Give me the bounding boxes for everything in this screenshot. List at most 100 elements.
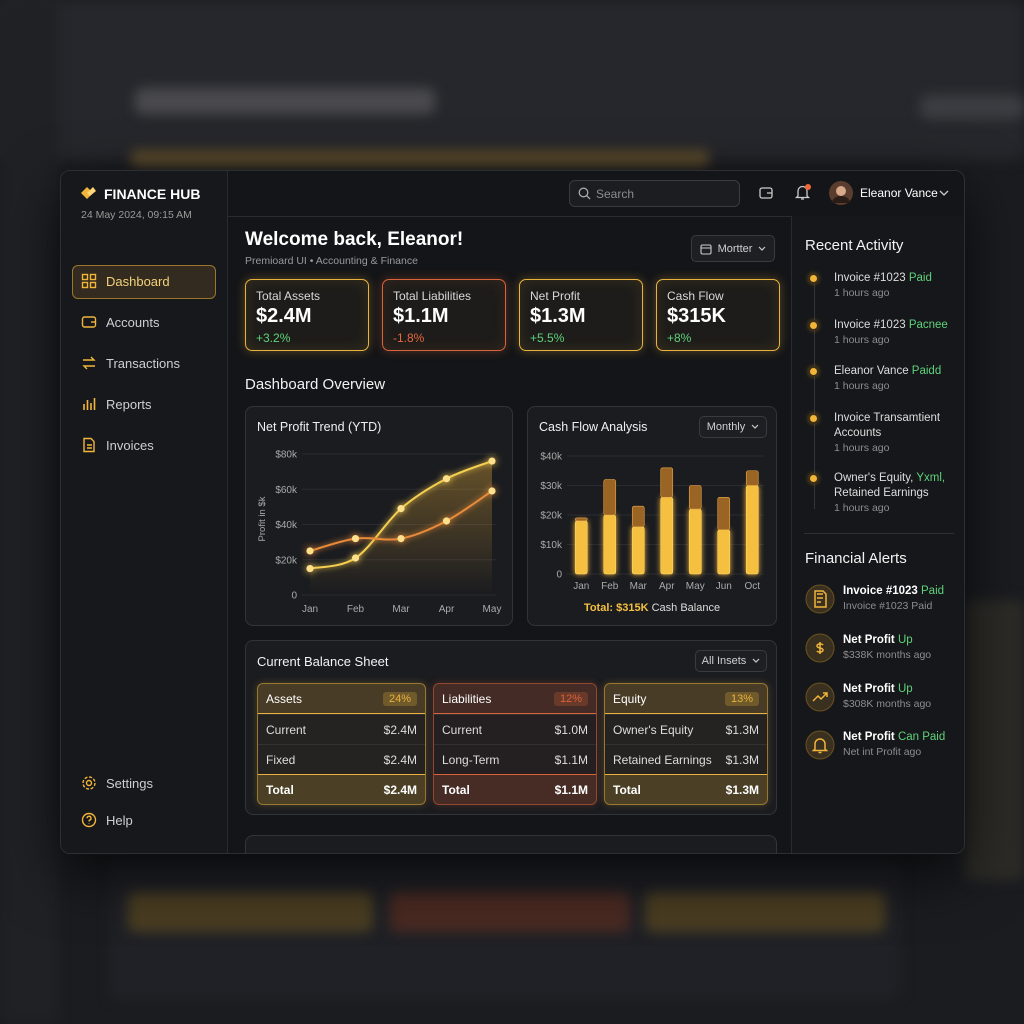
- bar: [688, 485, 702, 510]
- wallet-button[interactable]: [758, 185, 774, 201]
- timeline-dot: [810, 322, 817, 329]
- alert-title: Net Profit: [843, 731, 895, 743]
- activity-time: 1 hours ago: [834, 442, 890, 454]
- x-tick-label: Feb: [347, 604, 365, 615]
- alert-line: Net Profit Can Paid: [843, 730, 963, 745]
- chart-title: Net Profit Trend (YTD): [257, 420, 381, 434]
- column-share: 13%: [724, 691, 759, 706]
- row-label: Owner's Equity: [613, 723, 694, 737]
- app-window: FINANCE HUB 24 May 2024, 09:15 AM Dashbo…: [60, 170, 965, 854]
- avatar[interactable]: [829, 181, 853, 205]
- bar: [660, 497, 674, 575]
- x-tick-label: Apr: [659, 581, 675, 592]
- chart-card: Cash Flow Analysis 0 $10k $20k $30k $40k Jan Fe…: [527, 406, 777, 626]
- alert-status: Can Paid: [897, 731, 946, 743]
- activity-text: Invoice #1023: [834, 272, 906, 284]
- user-name[interactable]: Eleanor Vance: [860, 186, 938, 200]
- nav-item[interactable]: Accounts: [81, 314, 159, 330]
- y-tick-label: $30k: [540, 481, 563, 492]
- column-header: Equity 13%: [605, 684, 767, 714]
- chevron: [758, 246, 766, 251]
- logo: [81, 187, 96, 199]
- x-tick-label: Mar: [392, 604, 410, 615]
- y-tick-label: $80k: [275, 450, 298, 461]
- bar: [745, 470, 759, 486]
- point: [488, 487, 496, 495]
- alert-status: Up: [897, 683, 913, 695]
- period-label: Monthly: [706, 421, 746, 433]
- activity-line: Invoice #1023 Pacnee: [834, 318, 962, 333]
- nav-item[interactable]: Help: [81, 812, 133, 828]
- filter-label: All Insets: [701, 655, 747, 667]
- nav-item[interactable]: Transactions: [81, 355, 180, 371]
- balance-row: Owner's Equity $1.3M: [605, 714, 767, 745]
- divider: [804, 533, 954, 534]
- row-value: $1.1M: [554, 753, 588, 767]
- activity-time: 1 hours ago: [834, 287, 890, 299]
- total-row: Total $2.4M: [258, 774, 425, 804]
- nav-item[interactable]: Reports: [81, 396, 152, 412]
- nav-item[interactable]: Dashboard: [81, 273, 170, 289]
- alert-icon: [805, 730, 835, 760]
- search-box[interactable]: Search: [569, 180, 740, 207]
- area: [310, 461, 492, 595]
- balance-row: Retained Earnings $1.3M: [605, 744, 767, 775]
- icon-bg: [805, 584, 835, 614]
- notification-button[interactable]: [794, 183, 812, 201]
- activity-status: Pacnee: [908, 319, 948, 331]
- bar: [660, 467, 674, 498]
- activity-line: Owner's Equity, Yxml,: [834, 471, 962, 486]
- point: [442, 475, 451, 483]
- nav-item[interactable]: Settings: [81, 775, 153, 791]
- activity-time: 1 hours ago: [834, 334, 890, 346]
- chart-title: Cash Flow Analysis: [539, 420, 647, 434]
- kpi-label: Net Profit: [530, 289, 581, 303]
- activity-item: Invoice #1023 Pacnee 1 hours ago: [834, 318, 962, 348]
- line-chart: Net Profit Trend (YTD) Profit in $k 0 $20k $…: [257, 420, 501, 615]
- nav-item[interactable]: Invoices: [81, 437, 154, 453]
- kpi-change: +3.2%: [256, 331, 291, 345]
- kpi-value: $315K: [667, 305, 726, 327]
- kpi-card: Net Profit $1.3M +5.5%: [519, 279, 643, 351]
- alert-line: Net Profit Up: [843, 682, 963, 697]
- point: [306, 564, 314, 573]
- kpi-value: $1.3M: [530, 305, 586, 327]
- kpi-card: Total Assets $2.4M +3.2%: [245, 279, 369, 351]
- period-dropdown[interactable]: Mortter: [691, 235, 775, 262]
- y-tick-label: $20k: [540, 511, 563, 522]
- timeline-dot: [810, 368, 817, 375]
- y-tick-label: $10k: [540, 540, 563, 551]
- y-tick-label: $40k: [275, 520, 298, 531]
- sidebar: FINANCE HUB 24 May 2024, 09:15 AM Dashbo…: [61, 171, 228, 853]
- alert-icon: [805, 584, 835, 614]
- calendar-icon: [700, 243, 712, 255]
- section-title: Dashboard Overview: [245, 376, 386, 393]
- point: [442, 517, 451, 525]
- kpi-label: Total Liabilities: [393, 289, 472, 303]
- activity-time: 1 hours ago: [834, 502, 890, 514]
- bar: [688, 508, 702, 575]
- right-panel: Recent Activity Financial Alerts Invoice…: [791, 216, 964, 853]
- filter-dropdown[interactable]: All Insets: [695, 650, 767, 672]
- backdrop: [135, 88, 435, 114]
- alert-item: Net Profit Up $338K months ago: [843, 633, 963, 663]
- alert-sub: $338K months ago: [843, 649, 932, 661]
- activity-line: Eleanor Vance Paidd: [834, 364, 962, 379]
- alert-line: Invoice #1023 Paid: [843, 584, 963, 599]
- point: [351, 535, 360, 543]
- point: [306, 547, 314, 555]
- footer-total: Total: $315K: [584, 602, 649, 614]
- bar: [574, 517, 588, 522]
- activity-extra: Accounts: [834, 427, 882, 439]
- balance-row: Fixed $2.4M: [258, 744, 425, 775]
- chevron: [751, 424, 759, 429]
- alert-title: Invoice #1023: [843, 585, 918, 597]
- activity-status: Yxml,: [916, 472, 946, 484]
- row-label: Long-Term: [442, 753, 500, 767]
- y-tick-label: 0: [556, 570, 562, 581]
- row-value: $1.3M: [725, 753, 759, 767]
- period-dropdown[interactable]: Monthly: [699, 416, 767, 438]
- column-header: Assets 24%: [258, 684, 425, 714]
- column-name: Assets: [266, 691, 303, 706]
- bar: [603, 479, 617, 516]
